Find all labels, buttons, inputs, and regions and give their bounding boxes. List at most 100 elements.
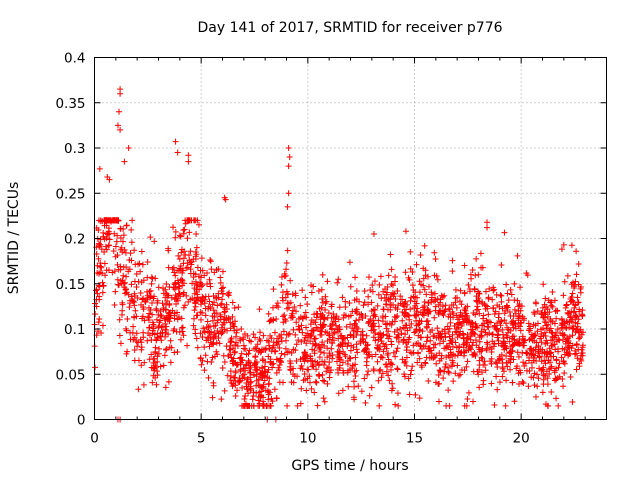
data-point [146, 288, 153, 295]
data-point [162, 301, 169, 308]
data-point [370, 230, 377, 237]
data-point [302, 350, 309, 357]
data-point [270, 286, 277, 293]
data-point [232, 377, 239, 384]
data-point [154, 335, 161, 342]
data-point [128, 293, 135, 300]
data-point [140, 277, 147, 284]
data-point [255, 393, 262, 400]
data-point [217, 301, 224, 308]
data-point [153, 305, 160, 312]
data-point [498, 292, 505, 299]
data-point [450, 359, 457, 366]
data-point [417, 251, 424, 258]
data-point [339, 359, 346, 366]
data-point [449, 257, 456, 264]
data-point [390, 349, 397, 356]
data-point [197, 301, 204, 308]
data-point [400, 336, 407, 343]
data-point [424, 334, 431, 341]
data-point [298, 338, 305, 345]
data-point [155, 324, 162, 331]
data-point [575, 299, 582, 306]
data-point [472, 272, 479, 279]
data-point [205, 324, 212, 331]
data-point [506, 349, 513, 356]
data-point [349, 308, 356, 315]
data-point [403, 340, 410, 347]
data-point [544, 306, 551, 313]
data-point [364, 371, 371, 378]
data-point [315, 362, 322, 369]
data-point [113, 238, 120, 245]
data-point [165, 264, 172, 271]
data-point [151, 238, 158, 245]
data-point [544, 313, 551, 320]
data-point [559, 376, 566, 383]
data-point [422, 359, 429, 366]
data-point [131, 346, 138, 353]
data-point [466, 318, 473, 325]
data-point [342, 304, 349, 311]
data-point [229, 299, 236, 306]
data-point [227, 319, 234, 326]
data-point [211, 269, 218, 276]
data-point [184, 235, 191, 242]
data-point [295, 337, 302, 344]
data-point [293, 319, 300, 326]
data-point [515, 317, 522, 324]
data-point [531, 338, 538, 345]
data-point [204, 318, 211, 325]
data-point [491, 286, 498, 293]
data-point [451, 352, 458, 359]
data-point [388, 266, 395, 273]
data-point [189, 280, 196, 287]
data-point [368, 299, 375, 306]
data-point [527, 350, 534, 357]
data-point [318, 331, 325, 338]
data-point [148, 280, 155, 287]
data-point [360, 302, 367, 309]
data-point [350, 378, 357, 385]
data-point [221, 359, 228, 366]
data-point [237, 366, 244, 373]
data-point [257, 329, 264, 336]
data-point [573, 248, 580, 255]
data-point [420, 312, 427, 319]
data-point [385, 372, 392, 379]
data-point [445, 387, 452, 394]
chart-title: Day 141 of 2017, SRMTID for receiver p77… [197, 20, 502, 36]
data-point [533, 344, 540, 351]
data-point [494, 334, 501, 341]
data-point [196, 286, 203, 293]
data-point [344, 343, 351, 350]
data-point [336, 364, 343, 371]
data-point [462, 307, 469, 314]
data-point [320, 315, 327, 322]
data-point [401, 300, 408, 307]
data-point [326, 330, 333, 337]
data-point [325, 309, 332, 316]
data-point [317, 349, 324, 356]
data-point [421, 286, 428, 293]
y-tick-label: 0.3 [64, 141, 85, 157]
data-point [321, 358, 328, 365]
data-point [473, 306, 480, 313]
data-point [412, 294, 419, 301]
data-point [376, 323, 382, 330]
data-point [112, 253, 119, 260]
data-point [564, 272, 571, 279]
data-point [519, 333, 526, 340]
data-point [449, 339, 456, 346]
data-point [191, 307, 198, 314]
data-point [369, 288, 376, 295]
data-point [132, 307, 139, 314]
data-point [359, 331, 366, 338]
data-point [539, 304, 546, 311]
data-point [567, 313, 574, 320]
data-point [231, 318, 238, 325]
data-point [415, 350, 422, 357]
data-point [115, 282, 122, 289]
data-point [252, 344, 259, 351]
data-point [344, 369, 351, 376]
